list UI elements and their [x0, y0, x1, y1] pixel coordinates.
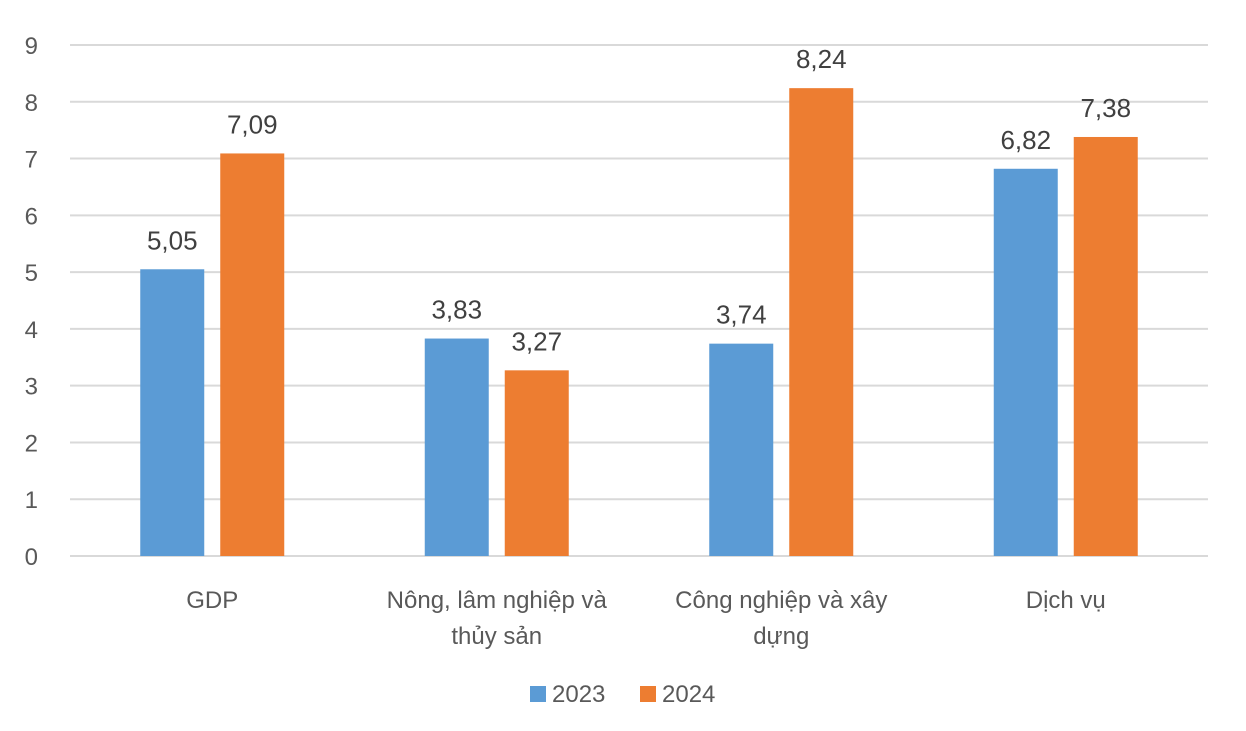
y-tick-label: 3 — [25, 374, 38, 401]
bar-2023-1 — [424, 338, 489, 556]
bar-2024-3 — [1073, 136, 1138, 557]
data-labels: 5,05 7,09 3,83 3,27 3,74 8,24 6,82 7,38 — [147, 44, 1131, 356]
category-label-line: Công nghiệp và xây — [675, 587, 887, 614]
category-label: Dịch vụ — [1026, 587, 1106, 614]
y-tick-label: 7 — [25, 147, 38, 174]
y-tick-label: 2 — [25, 430, 38, 457]
data-label-2023-1: 3,83 — [431, 295, 482, 325]
data-label-2024-2: 8,24 — [796, 44, 847, 74]
data-label-2023-0: 5,05 — [147, 225, 198, 255]
bar-2023-3 — [993, 168, 1058, 556]
y-tick-label: 6 — [25, 203, 38, 230]
y-tick-label: 1 — [25, 487, 38, 514]
bars — [140, 88, 1138, 557]
category-label-line: Nông, lâm nghiệp và — [387, 587, 608, 614]
category-label-line: GDP — [186, 587, 238, 614]
legend-label-2023: 2023 — [552, 681, 605, 708]
category-label-line: dựng — [753, 623, 809, 650]
category-label: Nông, lâm nghiệp và thủy sản — [387, 587, 608, 650]
category-label: GDP — [186, 587, 238, 614]
legend: 2023 2024 — [530, 681, 715, 708]
y-axis-tick-labels: 0 1 2 3 4 5 6 7 8 9 — [25, 33, 38, 571]
y-tick-label: 5 — [25, 260, 38, 287]
legend-swatch-2023 — [530, 686, 546, 702]
legend-swatch-2024 — [640, 686, 656, 702]
bar-2023-0 — [140, 269, 205, 556]
category-label: Công nghiệp và xây dựng — [675, 587, 887, 650]
y-tick-label: 0 — [25, 544, 38, 571]
category-label-line: thủy sản — [451, 623, 542, 650]
legend-label-2024: 2024 — [662, 681, 715, 708]
bar-2023-2 — [709, 343, 774, 556]
data-label-2024-0: 7,09 — [227, 109, 278, 139]
category-labels: GDP Nông, lâm nghiệp và thủy sản Công nghiệ… — [186, 587, 1106, 650]
y-tick-label: 4 — [25, 317, 38, 344]
bar-2024-2 — [789, 88, 854, 556]
bar-2024-0 — [220, 153, 285, 556]
category-label-line: Dịch vụ — [1026, 587, 1106, 614]
data-label-2024-3: 7,38 — [1080, 93, 1131, 123]
data-label-2023-3: 6,82 — [1000, 125, 1051, 155]
data-label-2023-2: 3,74 — [716, 300, 767, 330]
y-tick-label: 8 — [25, 90, 38, 117]
y-tick-label: 9 — [25, 33, 38, 60]
data-label-2024-1: 3,27 — [511, 326, 562, 356]
bar-2024-1 — [504, 370, 569, 556]
